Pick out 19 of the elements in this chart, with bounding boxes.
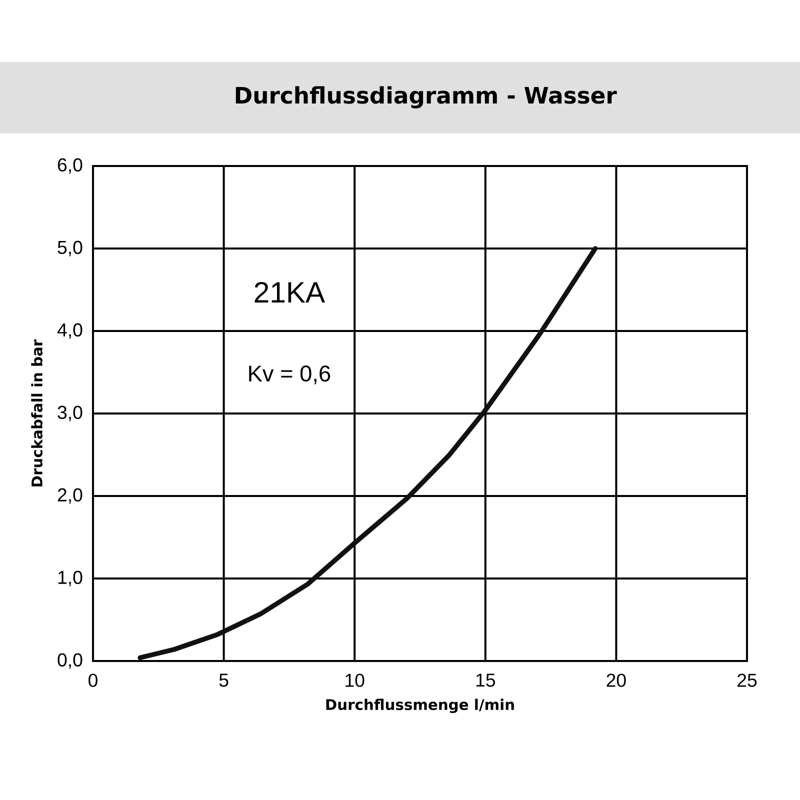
y-axis-title: Druckabfall in bar	[31, 339, 43, 486]
y-tick-label: 1,0	[58, 570, 82, 586]
y-tick-label: 2,0	[58, 488, 82, 504]
x-axis-title: Durchflussmenge l/min	[326, 698, 514, 714]
x-tick-label: 25	[738, 674, 757, 687]
y-tick-label: 4,0	[57, 323, 82, 339]
x-tick-label: 10	[346, 674, 364, 687]
x-tick-label: 5	[219, 674, 228, 687]
y-tick-label: 0,0	[58, 653, 82, 669]
x-tick-label: 20	[606, 674, 626, 687]
line-series	[138, 246, 598, 660]
x-tick-label: 15	[476, 674, 495, 687]
y-tick-label: 5,0	[58, 240, 82, 256]
annotation: 21KA	[254, 282, 326, 302]
y-tick-label: 6,0	[58, 158, 82, 174]
y-tick-label: 3,0	[58, 406, 82, 422]
chart-title: Durchflussdiagramm - Wasser	[236, 86, 617, 108]
x-tick-label: 0	[88, 674, 98, 687]
annotation: Kv = 0,6	[249, 366, 330, 384]
